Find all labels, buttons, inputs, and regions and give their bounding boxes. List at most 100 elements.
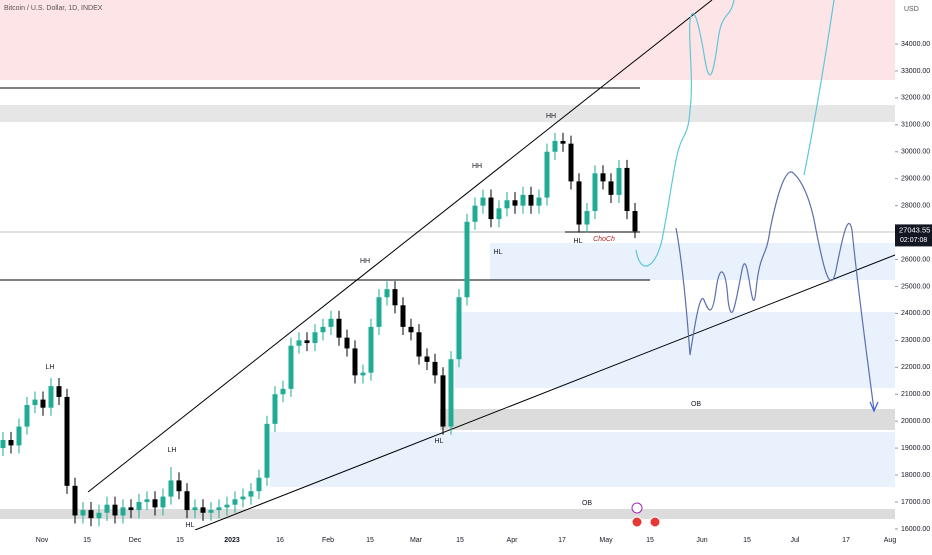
candle-body (72, 485, 78, 516)
arrow-head (869, 401, 879, 413)
x-tick-label: Apr (507, 537, 519, 544)
candle-body (96, 512, 102, 519)
candle-body (384, 289, 390, 298)
candle-body (344, 337, 350, 349)
candle-body (544, 151, 550, 198)
y-tick-label: 17000.00 (901, 499, 930, 506)
candle-body (368, 326, 374, 373)
candle-body (568, 143, 574, 182)
y-tick-label: 28000.00 (901, 202, 930, 209)
x-tick-label: 15 (83, 537, 91, 544)
event-icon[interactable] (631, 502, 643, 514)
candle-body (408, 326, 414, 333)
x-tick-label: 16 (276, 537, 284, 544)
x-tick-label: 15 (366, 537, 374, 544)
candle-body (192, 507, 198, 511)
projection-path (803, 0, 835, 176)
event-icon[interactable] (631, 516, 643, 528)
last-price-box (895, 224, 932, 247)
demand-zone (270, 432, 895, 487)
candle-body (224, 504, 230, 508)
candle-body (264, 423, 270, 478)
x-tick-label: Jun (696, 537, 707, 544)
candle-body (48, 386, 54, 408)
candle-body (120, 507, 126, 516)
projection-path (675, 171, 875, 411)
candle-body (512, 200, 518, 206)
candle-body (360, 372, 366, 376)
price-axis (895, 0, 932, 550)
annotation: OB (582, 500, 592, 507)
y-tick-label: 16000.00 (901, 526, 930, 533)
candle-body (24, 404, 30, 427)
candle-body (152, 499, 158, 508)
annotation: HH (546, 113, 556, 120)
y-tick-label: 24000.00 (901, 310, 930, 317)
candle-body (464, 221, 470, 298)
candle-body (56, 386, 62, 397)
candle-body (416, 332, 422, 357)
y-tick-label: 34000.00 (901, 41, 930, 48)
annotation: HL (574, 238, 583, 245)
candle-body (208, 510, 214, 513)
candle-body (472, 205, 478, 222)
candle-body (456, 297, 462, 360)
annotation: OB (691, 401, 701, 408)
candle-body (320, 326, 326, 333)
candle-body (232, 499, 238, 505)
candle-body (64, 396, 70, 486)
last-price-label: 27043.55 (899, 225, 930, 234)
y-tick-label: 20000.00 (901, 418, 930, 425)
y-tick-label: 21000.00 (901, 391, 930, 398)
candle-body (200, 507, 206, 513)
candle-body (248, 491, 254, 497)
candle-body (112, 504, 118, 516)
candle-body (584, 211, 590, 225)
x-tick-label: Feb (322, 537, 334, 544)
x-tick-label: 15 (176, 537, 184, 544)
candle-body (328, 318, 334, 327)
demand-zone (490, 243, 895, 280)
y-tick-label: 30000.00 (901, 149, 930, 156)
candle-body (432, 361, 438, 376)
drawings (0, 0, 896, 531)
candle-body (424, 356, 430, 362)
candle-body (104, 504, 110, 513)
candle-body (272, 394, 278, 424)
candle-body (400, 305, 406, 327)
candle-body (240, 496, 246, 500)
order-block-zone (0, 509, 895, 519)
candle-body (32, 399, 38, 405)
candle-body (392, 289, 398, 306)
candle-body (336, 318, 342, 338)
supply-zone (0, 0, 895, 80)
x-tick-label: 15 (456, 537, 464, 544)
candle-body (352, 348, 358, 376)
candle-body (632, 211, 638, 232)
candle-body (520, 194, 526, 206)
candle-body (80, 510, 86, 516)
projection-path (635, 0, 735, 267)
chart-title: Bitcoin / U.S. Dollar, 1D, INDEX (4, 5, 103, 12)
candle-body (624, 167, 630, 212)
candle-body (288, 345, 294, 389)
x-tick-label: Mar (410, 537, 423, 544)
y-tick-label: 25000.00 (901, 283, 930, 290)
candle-body (536, 197, 542, 206)
x-tick-label: 15 (646, 537, 654, 544)
x-tick-label: Jul (791, 537, 800, 544)
candle-body (168, 480, 174, 497)
candle-body (448, 359, 454, 427)
candle-body (136, 501, 142, 511)
event-icon[interactable] (649, 516, 661, 528)
candle-body (616, 167, 622, 195)
candle-body (576, 181, 582, 225)
candle-body (128, 507, 134, 511)
y-tick-label: 29000.00 (901, 176, 930, 183)
x-tick-label: Nov (36, 537, 49, 544)
candle-body (144, 499, 150, 502)
y-tick-label: 31000.00 (901, 122, 930, 129)
annotation: LH (46, 364, 55, 371)
x-tick-label: Aug (884, 537, 897, 544)
